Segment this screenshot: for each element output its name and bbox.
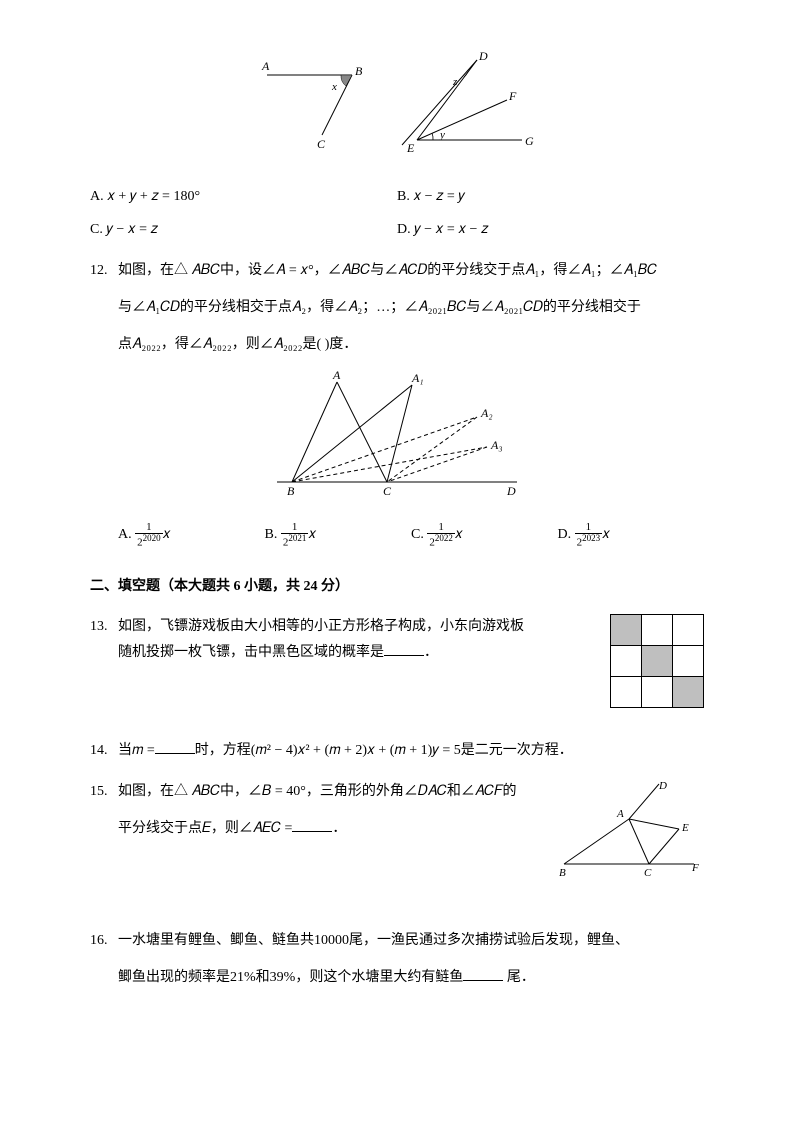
option-b-text: 𝑥 − 𝑧 = 𝑦 [413, 189, 464, 204]
svg-text:B: B [355, 64, 363, 78]
blank [292, 817, 332, 832]
section-2-title: 二、填空题（本大题共 6 小题，共 24 分） [90, 574, 704, 599]
svg-text:z: z [452, 76, 458, 88]
svg-text:F: F [508, 89, 517, 103]
q12-line1: 如图，在△ 𝐴𝐵𝐶中，设∠𝐴 = 𝑥°，∠𝐴𝐵𝐶与∠𝐴𝐶𝐷的平分线交于点𝐴₁，得… [118, 258, 700, 283]
fraction: 122022 [427, 521, 455, 549]
option-a-label: A. [90, 189, 104, 204]
blank [155, 739, 195, 754]
blank [463, 966, 503, 981]
option-c-text: 𝑦 − 𝑥 = 𝑧 [106, 222, 157, 237]
q15-figure: B C F A D E [554, 779, 704, 888]
option-a-text: 𝑥 + 𝑦 + 𝑧 = 180° [107, 189, 200, 204]
blank [384, 641, 424, 656]
q16-line2b: 尾． [507, 970, 535, 985]
svg-text:C: C [317, 137, 326, 151]
svg-text:F: F [691, 862, 699, 874]
q16-line1: 一水塘里有鲤鱼、鲫鱼、鲢鱼共10000尾，一渔民通过多次捕捞试验后发现，鲤鱼、 [118, 933, 629, 948]
option-b-label: B. [397, 189, 410, 204]
q15-line2: 平分线交于点𝐸，则∠𝐴𝐸𝐶 = [118, 821, 292, 836]
q15-line1: 如图，在△ 𝐴𝐵𝐶中，∠𝐵 = 40°，三角形的外角∠𝐷𝐴𝐶和∠𝐴𝐶𝐹的 [118, 784, 517, 799]
q13-line1: 如图，飞镖游戏板由大小相等的小正方形格子构成，小东向游戏板 [118, 619, 524, 634]
q13-period: ． [424, 645, 438, 660]
svg-text:A: A [261, 59, 270, 73]
question-16: 16.一水塘里有鲤鱼、鲫鱼、鲢鱼共10000尾，一渔民通过多次捕捞试验后发现，鲤… [90, 928, 704, 990]
fraction: 122023 [575, 521, 603, 549]
q14-number: 14. [90, 738, 118, 763]
svg-text:B: B [559, 867, 566, 879]
svg-text:D: D [478, 50, 488, 63]
q16-number: 16. [90, 928, 118, 953]
q12-line3: 点𝐴₂₀₂₂，得∠𝐴₂₀₂₂，则∠𝐴₂₀₂₂是( )度． [118, 332, 704, 357]
q14-text-a: 当𝑚 = [118, 743, 155, 758]
option-d-text: 𝑦 − 𝑥 = 𝑥 − 𝑧 [414, 222, 488, 237]
q12-optA-label: A. [118, 527, 132, 542]
svg-text:G: G [525, 134, 534, 148]
fraction: 122020 [135, 521, 163, 549]
q14-text-b: 时，方程(𝑚² − 4)𝑥² + (𝑚 + 2)𝑥 + (𝑚 + 1)𝑦 = 5… [195, 743, 573, 758]
q13-grid [610, 614, 704, 708]
q12-optB-label: B. [265, 527, 278, 542]
fraction: 122021 [281, 521, 309, 549]
svg-text:A₂: A₂ [480, 406, 493, 420]
q13-number: 13. [90, 614, 118, 639]
svg-text:D: D [506, 484, 516, 497]
svg-text:C: C [644, 867, 652, 879]
question-13: 13.如图，飞镖游戏板由大小相等的小正方形格子构成，小东向游戏板 随机投掷一枚飞… [90, 614, 704, 708]
q12-figure: A A₁ A₂ A₃ B C D [90, 367, 704, 506]
svg-text:C: C [383, 484, 392, 497]
q15-number: 15. [90, 779, 118, 804]
svg-text:E: E [406, 141, 415, 155]
svg-text:E: E [681, 822, 689, 834]
question-14: 14.当𝑚 = 时，方程(𝑚² − 4)𝑥² + (𝑚 + 2)𝑥 + (𝑚 + … [90, 738, 704, 763]
q11-figure: A B C x D F E G z y [90, 50, 704, 169]
q16-line2a: 鲫鱼出现的频率是21%和39%，则这个水塘里大约有鲢鱼 [118, 970, 463, 985]
question-15: B C F A D E 15.如图，在△ 𝐴𝐵𝐶中，∠𝐵 = 40°，三角形的外… [90, 779, 704, 888]
q12-number: 12. [90, 258, 118, 283]
option-d-label: D. [397, 222, 411, 237]
svg-text:A: A [332, 368, 341, 382]
svg-text:A: A [616, 808, 624, 820]
svg-text:A₁: A₁ [411, 371, 424, 385]
svg-text:D: D [658, 780, 667, 792]
q13-line2: 随机投掷一枚飞镖，击中黑色区域的概率是 [118, 645, 384, 660]
q12-optD-label: D. [558, 527, 572, 542]
svg-text:A₃: A₃ [490, 438, 503, 452]
q11-options-row1: A. 𝑥 + 𝑦 + 𝑧 = 180° B. 𝑥 − 𝑧 = 𝑦 [90, 184, 704, 209]
question-12: 12.如图，在△ 𝐴𝐵𝐶中，设∠𝐴 = 𝑥°，∠𝐴𝐵𝐶与∠𝐴𝐶𝐷的平分线交于点𝐴… [90, 258, 704, 550]
q15-period: ． [332, 821, 346, 836]
svg-text:x: x [331, 81, 337, 93]
q12-options: A. 122020𝑥 B. 122021𝑥 C. 122022𝑥 D. 1220… [118, 521, 704, 549]
q12-line2: 与∠𝐴₁𝐶𝐷的平分线相交于点𝐴₂，得∠𝐴₂；…；∠𝐴₂₀₂₁𝐵𝐶与∠𝐴₂₀₂₁𝐶… [118, 295, 704, 320]
svg-text:y: y [439, 129, 445, 141]
q12-optC-label: C. [411, 527, 424, 542]
option-c-label: C. [90, 222, 103, 237]
svg-text:B: B [287, 484, 295, 497]
q11-options-row2: C. 𝑦 − 𝑥 = 𝑧 D. 𝑦 − 𝑥 = 𝑥 − 𝑧 [90, 217, 704, 242]
